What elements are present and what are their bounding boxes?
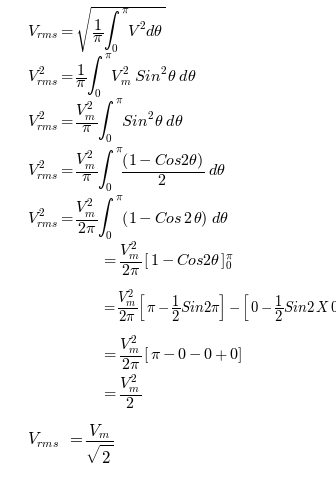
Text: $V_{rms}^2 = \dfrac{V_m^2}{2\pi}\int_0^{\pi} (1 - Cos\,2\,\theta)\; d\theta$: $V_{rms}^2 = \dfrac{V_m^2}{2\pi}\int_0^{…: [27, 194, 228, 242]
Text: $= \dfrac{V_m^2}{2}$: $= \dfrac{V_m^2}{2}$: [101, 373, 141, 411]
Text: $= \dfrac{V_m^2}{2\pi}\,[\,\pi - 0 - 0 + 0]$: $= \dfrac{V_m^2}{2\pi}\,[\,\pi - 0 - 0 +…: [101, 333, 242, 371]
Text: $V_{rms}^2 = \dfrac{V_m^2}{\pi}\int_0^{\pi} \dfrac{(1 - Cos2\theta)}{2}\; d\thet: $V_{rms}^2 = \dfrac{V_m^2}{\pi}\int_0^{\…: [27, 146, 226, 194]
Text: $V_{rms} = \sqrt{\dfrac{1}{\pi}\int_0^{\pi} V^2 d\theta}$: $V_{rms} = \sqrt{\dfrac{1}{\pi}\int_0^{\…: [27, 5, 165, 55]
Text: $V_{rms}^2 = \dfrac{1}{\pi}\int_0^{\pi} V_m^2\; Sin^2\theta\; d\theta$: $V_{rms}^2 = \dfrac{1}{\pi}\int_0^{\pi} …: [27, 52, 196, 100]
Text: $V_{rms}^2 = \dfrac{V_m^2}{\pi}\int_0^{\pi} Sin^2\theta\; d\theta$: $V_{rms}^2 = \dfrac{V_m^2}{\pi}\int_0^{\…: [27, 97, 183, 145]
Text: $= \dfrac{V_m^2}{2\pi}\left[\,\pi - \dfrac{1}{2}Sin2\pi\right] - \left[\,0 - \df: $= \dfrac{V_m^2}{2\pi}\left[\,\pi - \dfr…: [101, 288, 336, 325]
Text: $V_{rms}\;\; = \dfrac{V_m}{\sqrt{2}}$: $V_{rms}\;\; = \dfrac{V_m}{\sqrt{2}}$: [27, 423, 114, 466]
Text: $= \dfrac{V_m^2}{2\pi}\,[\,1 - Cos2\theta\,]_0^{\pi}$: $= \dfrac{V_m^2}{2\pi}\,[\,1 - Cos2\thet…: [101, 240, 234, 278]
